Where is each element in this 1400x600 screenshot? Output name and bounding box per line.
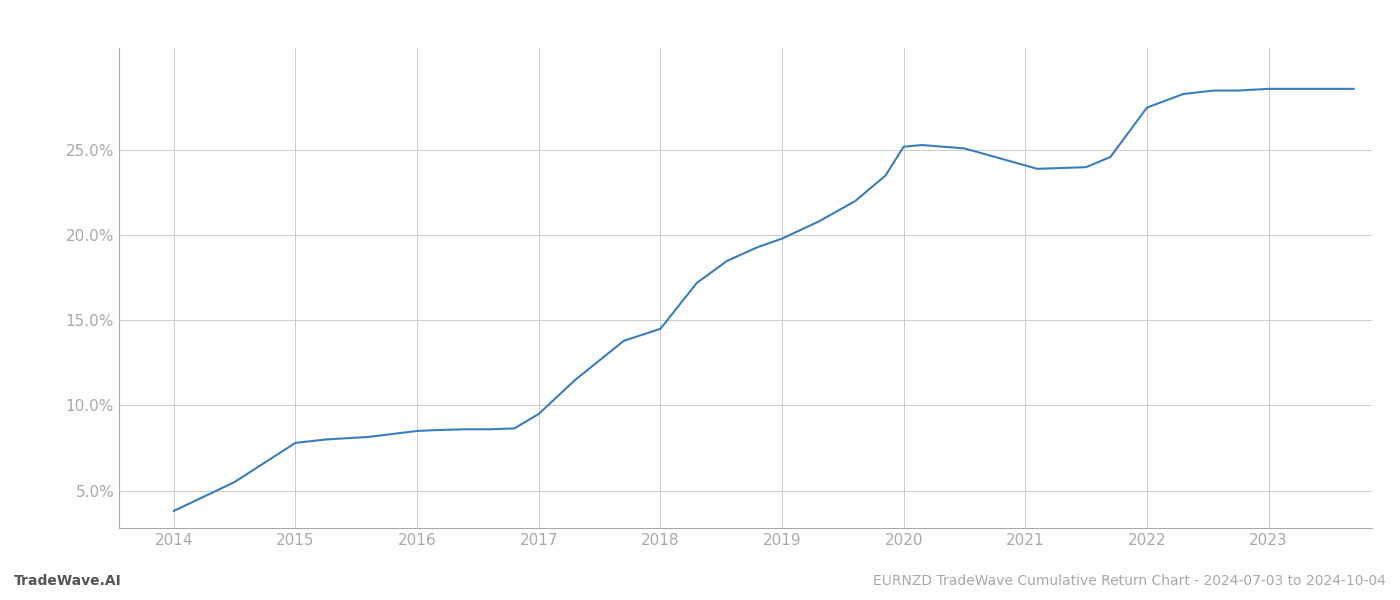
Text: TradeWave.AI: TradeWave.AI xyxy=(14,574,122,588)
Text: EURNZD TradeWave Cumulative Return Chart - 2024-07-03 to 2024-10-04: EURNZD TradeWave Cumulative Return Chart… xyxy=(874,574,1386,588)
